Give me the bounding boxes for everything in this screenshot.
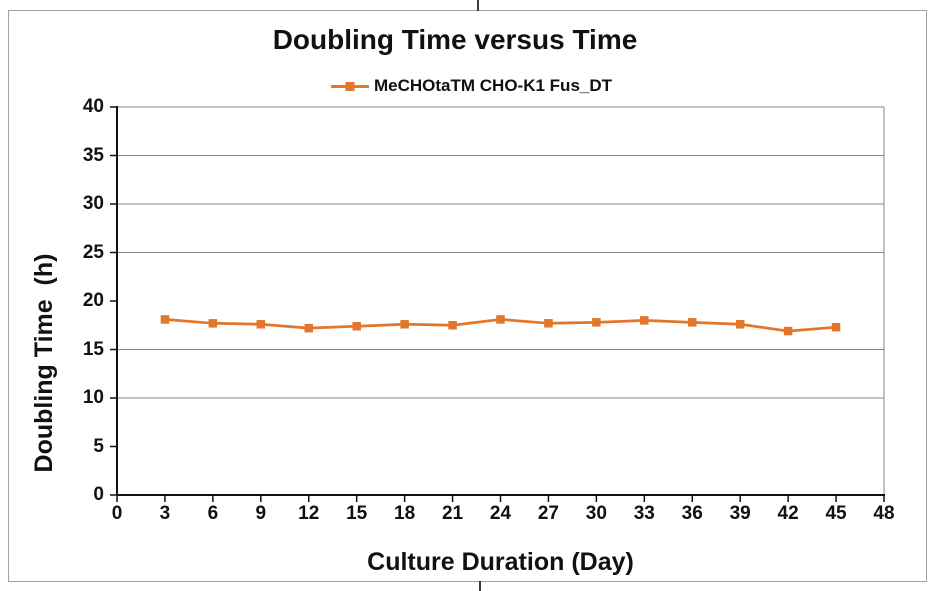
legend: MeCHOtaTM CHO-K1 Fus_DT [331,76,612,96]
data-point-marker [400,320,409,329]
data-point-marker [496,315,505,324]
x-tick-label: 33 [633,503,655,524]
x-tick-label: 30 [585,503,607,524]
bottom-crop-mark [479,581,481,591]
data-point-marker [592,318,601,327]
x-tick-label: 12 [298,503,320,524]
y-tick-label: 35 [82,144,104,166]
data-point-marker [448,321,457,330]
data-point-marker [544,319,553,328]
x-tick-label: 48 [873,503,895,524]
x-tick-label: 18 [394,503,416,524]
data-point-marker [688,318,697,327]
legend-series-label: MeCHOtaTM CHO-K1 Fus_DT [374,76,613,95]
data-point-marker [160,315,170,324]
y-tick-label: 20 [82,290,104,311]
x-tick-label: 3 [159,503,171,524]
data-point-marker [735,320,745,329]
x-tick-label: 15 [346,503,368,524]
x-tick-label: 21 [441,503,464,524]
x-tick-label: 24 [489,503,512,524]
data-point-marker [304,323,313,333]
y-tick-label: 40 [82,96,104,117]
top-crop-mark [477,0,479,11]
x-tick-label: 27 [537,503,559,524]
y-tick-label: 0 [93,484,104,505]
chart-title: Doubling Time versus Time [272,24,638,55]
y-tick-label: 10 [82,387,104,408]
y-tick-label: 25 [82,241,104,263]
y-tick-label: 30 [82,193,104,214]
x-tick-label: 39 [729,503,751,524]
x-tick-label: 42 [777,503,799,524]
data-point-marker [640,316,649,325]
x-tick-label: 45 [825,503,847,524]
data-point-marker [208,319,218,328]
y-tick-label: 5 [93,435,104,457]
x-tick-label: 9 [255,503,267,524]
x-tick-label: 6 [207,503,219,524]
x-tick-label: 0 [111,503,123,524]
x-tick-label: 36 [681,503,703,524]
x-axis-title: Culture Duration (Day) [367,548,634,576]
data-point-marker [783,326,793,336]
data-point-marker [256,320,266,329]
y-tick-label: 15 [82,338,104,360]
legend-series-marker-icon [331,81,369,91]
data-point-marker [831,322,841,332]
data-point-marker [352,321,361,331]
